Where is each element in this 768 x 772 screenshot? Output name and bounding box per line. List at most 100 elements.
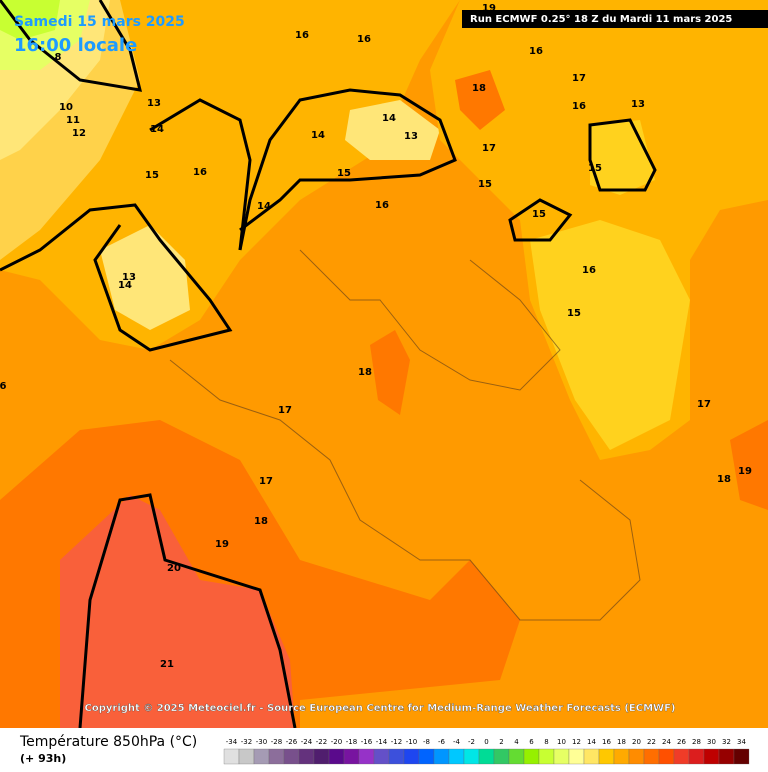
contour-labels: 19 16 16 16 17 16 13 18 17 15 15 15 16 15 14 14 13 16 14 15… (0, 3, 752, 670)
swatch-label: -28 (271, 738, 282, 746)
contour-label: 13 (147, 98, 161, 109)
color-swatch (448, 748, 465, 765)
swatch-label: -12 (391, 738, 402, 746)
color-swatch (433, 748, 450, 765)
contour-label: 15 (532, 209, 546, 220)
swatch-label: -32 (241, 738, 252, 746)
color-swatch (403, 748, 420, 765)
contour (0, 0, 143, 92)
swatch-label: 2 (499, 738, 503, 746)
contour-label: 13 (631, 99, 645, 110)
color-swatch (553, 748, 570, 765)
swatch-label: -20 (331, 738, 342, 746)
swatch-label: 34 (737, 738, 746, 746)
swatch-label: -18 (346, 738, 357, 746)
contour-label: 15 (588, 163, 602, 174)
contour-label: 17 (259, 476, 273, 487)
colorbar: -34 -32 -30 -28 -26 -24 -22 -20 -18 -16 -14 -12 -10-… (223, 738, 750, 765)
contour (78, 493, 297, 729)
copyright: Copyright © 2025 Meteociel.fr - Source E… (85, 703, 676, 714)
swatch-label: 12 (572, 738, 581, 746)
swatch-label: 18 (617, 738, 626, 746)
contour-label: 19 (215, 539, 229, 550)
contour (588, 118, 657, 192)
time: 16:00 locale (14, 35, 137, 56)
color-swatch (373, 748, 390, 765)
swatch-label: 30 (707, 738, 716, 746)
contour-label: 14 (118, 280, 132, 291)
zone-18b (455, 70, 505, 130)
contour-label: 16 (295, 30, 309, 41)
color-swatch (313, 748, 330, 765)
swatch-label: 8 (544, 738, 548, 746)
contour-label: 17 (697, 399, 711, 410)
contour-label: 19 (482, 3, 496, 14)
color-swatch (418, 748, 435, 765)
contour-label: 17 (278, 405, 292, 416)
zone-14 (345, 100, 440, 160)
contour-label: 14 (150, 124, 164, 135)
swatch-label: 6 (529, 738, 534, 746)
color-swatch (283, 748, 300, 765)
swatch-label: -14 (376, 738, 388, 746)
date: Samedi 15 mars 2025 (14, 14, 185, 30)
color-swatch (298, 748, 315, 765)
zone-18c (370, 330, 410, 415)
contour-label: 15 (478, 179, 492, 190)
zone-6 (0, 0, 60, 40)
color-swatch (268, 748, 285, 765)
contour (238, 88, 457, 251)
coast (169, 359, 641, 621)
contour (0, 203, 233, 352)
contour-label: 18 (254, 516, 268, 527)
contour-label: 20 (167, 563, 181, 574)
swatch-label: 32 (722, 738, 731, 746)
legend-lead: (+ 93h) (20, 752, 66, 765)
swatch-label: -6 (438, 738, 446, 746)
color-swatch (568, 748, 585, 765)
color-swatch (253, 748, 270, 765)
contour-label: 18 (472, 83, 486, 94)
swatch-label: -10 (406, 738, 417, 746)
color-swatch (718, 748, 735, 765)
contour-label: 14 (257, 201, 271, 212)
contour-label: 16 (375, 200, 389, 211)
color-swatch (343, 748, 360, 765)
swatch-label: 0 (484, 738, 488, 746)
color-swatch (388, 748, 405, 765)
color-swatch (703, 748, 720, 765)
contours-bold (0, 0, 657, 729)
coastlines (169, 249, 641, 621)
swatch-label: -16 (361, 738, 373, 746)
contour-label: 14 (311, 130, 325, 141)
swatch-label: 22 (647, 738, 656, 746)
contour-label: 16 (572, 101, 586, 112)
color-swatch (238, 748, 255, 765)
contour (149, 98, 252, 251)
contour (508, 198, 573, 242)
color-swatch (478, 748, 495, 765)
color-swatch (523, 748, 540, 765)
contour-label: 15 (337, 168, 351, 179)
contour-label: 16 (357, 34, 371, 45)
contour-label: 16 (529, 46, 543, 57)
color-swatch (673, 748, 690, 765)
zone-20 (60, 495, 295, 728)
swatch-label: 24 (662, 738, 671, 746)
swatch-label: -22 (316, 738, 327, 746)
contour-label: 16 (193, 167, 207, 178)
swatch-label: -24 (301, 738, 313, 746)
color-swatch (508, 748, 525, 765)
contour-label: 15 (145, 170, 159, 181)
color-swatch (538, 748, 555, 765)
swatch-label: -4 (453, 738, 461, 746)
swatch-label: 26 (677, 738, 686, 746)
color-swatch (328, 748, 345, 765)
swatch-label: 16 (602, 738, 611, 746)
contour-label: 11 (66, 115, 80, 126)
color-swatch (358, 748, 375, 765)
swatch-label: 28 (692, 738, 701, 746)
contour-label: 16 (582, 265, 596, 276)
color-swatch (733, 748, 750, 765)
